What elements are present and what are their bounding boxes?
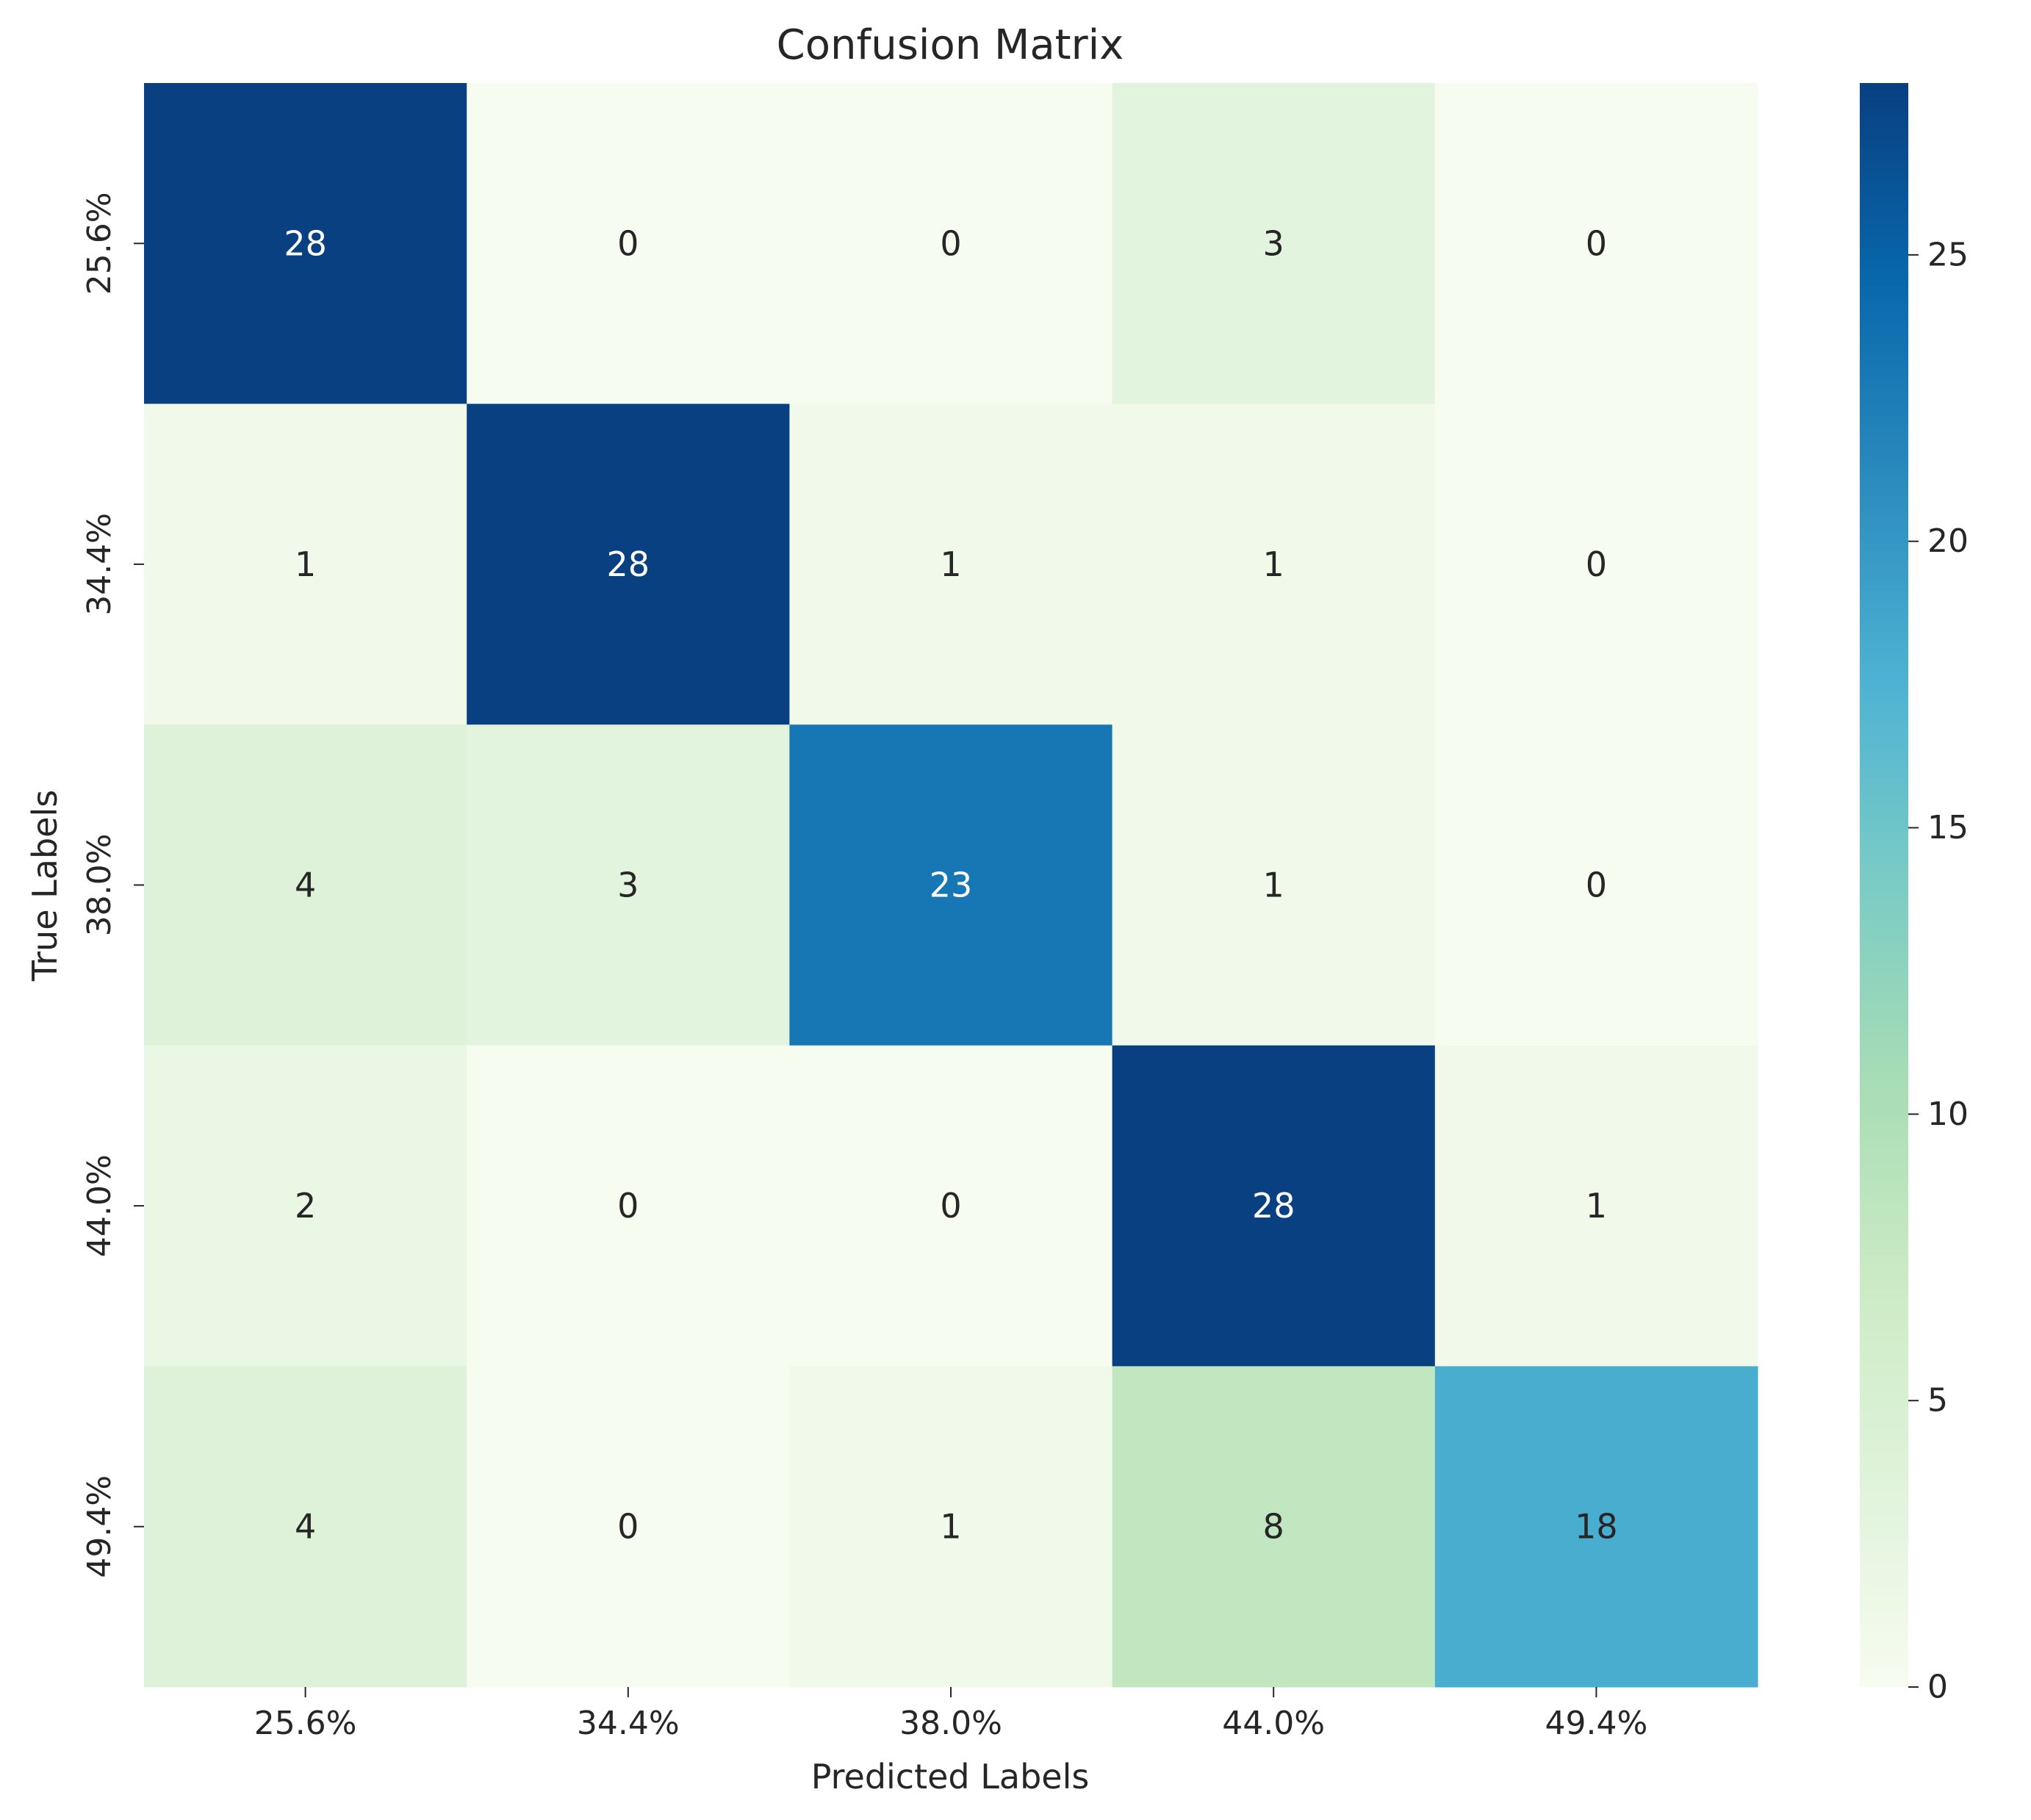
- cell-value-r3-c4: 1: [1586, 1186, 1607, 1226]
- cell-value-r4-c2: 1: [940, 1507, 961, 1547]
- cell-value-r0-c3: 3: [1263, 223, 1284, 263]
- x-tick-label-3: 44.0%: [1222, 1705, 1325, 1742]
- heatmap-cell-r4-c2: [789, 1366, 1113, 1688]
- cell-value-r2-c3: 1: [1263, 866, 1284, 905]
- cell-value-r3-c2: 0: [940, 1186, 961, 1226]
- cell-value-r1-c1: 28: [607, 544, 650, 584]
- cell-value-r0-c4: 0: [1586, 223, 1607, 263]
- heatmap-cell-r2-c2: [789, 724, 1113, 1046]
- cell-value-r1-c2: 1: [940, 544, 961, 584]
- heatmap-cell-r2-c1: [467, 724, 790, 1046]
- colorbar-tick-label-1: 5: [1927, 1382, 1948, 1420]
- heatmap-cell-r2-c3: [1112, 724, 1436, 1046]
- cell-value-r3-c0: 2: [295, 1186, 316, 1226]
- heatmap-cell-r1-c0: [144, 403, 467, 725]
- heatmap-cell-r2-c0: [144, 724, 467, 1046]
- heatmap-cell-r3-c0: [144, 1045, 467, 1367]
- colorbar-ticks: 0 5 10 15 20 25: [1908, 236, 1969, 1706]
- cell-value-r1-c4: 0: [1586, 544, 1607, 584]
- y-tick-label-3: 44.0%: [81, 1154, 118, 1257]
- colorbar-tick-label-5: 25: [1927, 236, 1969, 273]
- y-tick-label-0: 25.6%: [81, 192, 118, 295]
- colorbar-tick-label-3: 15: [1927, 809, 1969, 846]
- heatmap-cell-r4-c3: [1112, 1366, 1436, 1688]
- heatmap-cell-r4-c0: [144, 1366, 467, 1688]
- cell-value-r2-c0: 4: [295, 866, 316, 905]
- x-axis-label: Predicted Labels: [811, 1757, 1090, 1796]
- y-tick-label-4: 49.4%: [81, 1475, 118, 1578]
- cell-value-r1-c3: 1: [1263, 544, 1284, 584]
- heatmap-cell-labels: 28 0 0 3 01 28 1 1 04 3 23 1 02 0 0 28 14 0 1 8 18: [284, 223, 1617, 1546]
- colorbar-tick-label-0: 0: [1927, 1669, 1948, 1706]
- heatmap-cell-r3-c2: [789, 1045, 1113, 1367]
- cell-value-r3-c3: 28: [1252, 1186, 1295, 1226]
- y-axis-label: True Labels: [25, 790, 65, 982]
- heatmap-cell-r0-c3: [1112, 83, 1436, 405]
- heatmap-cell-r1-c1: [467, 403, 790, 725]
- cell-value-r4-c1: 0: [617, 1507, 639, 1547]
- colorbar: [1860, 83, 1908, 1687]
- heatmap-cell-r0-c0: [144, 83, 467, 405]
- heatmap-cell-r4-c4: [1434, 1366, 1758, 1688]
- cell-value-r3-c1: 0: [617, 1186, 639, 1226]
- chart-title: Confusion Matrix: [777, 21, 1124, 69]
- heatmap-cell-r3-c3: [1112, 1045, 1436, 1367]
- x-tick-label-0: 25.6%: [254, 1705, 357, 1742]
- heatmap-cell-r3-c1: [467, 1045, 790, 1367]
- cell-value-r4-c3: 8: [1263, 1507, 1284, 1547]
- cell-value-r2-c2: 23: [930, 866, 973, 905]
- colorbar-tick-label-2: 10: [1927, 1096, 1969, 1133]
- y-tick-label-1: 34.4%: [81, 513, 118, 616]
- cell-value-r2-c1: 3: [617, 866, 639, 905]
- y-axis-ticks: 25.6% 34.4% 38.0% 44.0% 49.4%: [81, 192, 144, 1578]
- x-axis-ticks: 25.6% 34.4% 38.0% 44.0% 49.4%: [254, 1687, 1648, 1742]
- cell-value-r4-c4: 18: [1575, 1507, 1618, 1547]
- cell-value-r4-c0: 4: [295, 1507, 316, 1547]
- heatmap-cell-r0-c1: [467, 83, 790, 405]
- cell-value-r0-c2: 0: [940, 223, 961, 263]
- heatmap-cell-r3-c4: [1434, 1045, 1758, 1367]
- cell-value-r1-c0: 1: [295, 544, 316, 584]
- x-tick-label-1: 34.4%: [577, 1705, 680, 1742]
- y-tick-label-2: 38.0%: [81, 834, 118, 937]
- heatmap-cell-r1-c4: [1434, 403, 1758, 725]
- cell-value-r2-c4: 0: [1586, 866, 1607, 905]
- colorbar-tick-label-4: 20: [1927, 522, 1969, 560]
- heatmap-cell-r1-c2: [789, 403, 1113, 725]
- cell-value-r0-c1: 0: [617, 223, 639, 263]
- heatmap-cell-r0-c2: [789, 83, 1113, 405]
- heatmap-cells: [144, 83, 1758, 1688]
- heatmap-cell-r1-c3: [1112, 403, 1436, 725]
- heatmap-cell-r4-c1: [467, 1366, 790, 1688]
- heatmap-cell-r0-c4: [1434, 83, 1758, 405]
- x-tick-label-2: 38.0%: [899, 1705, 1002, 1742]
- cell-value-r0-c0: 28: [284, 223, 327, 263]
- x-tick-label-4: 49.4%: [1545, 1705, 1648, 1742]
- heatmap-cell-r2-c4: [1434, 724, 1758, 1046]
